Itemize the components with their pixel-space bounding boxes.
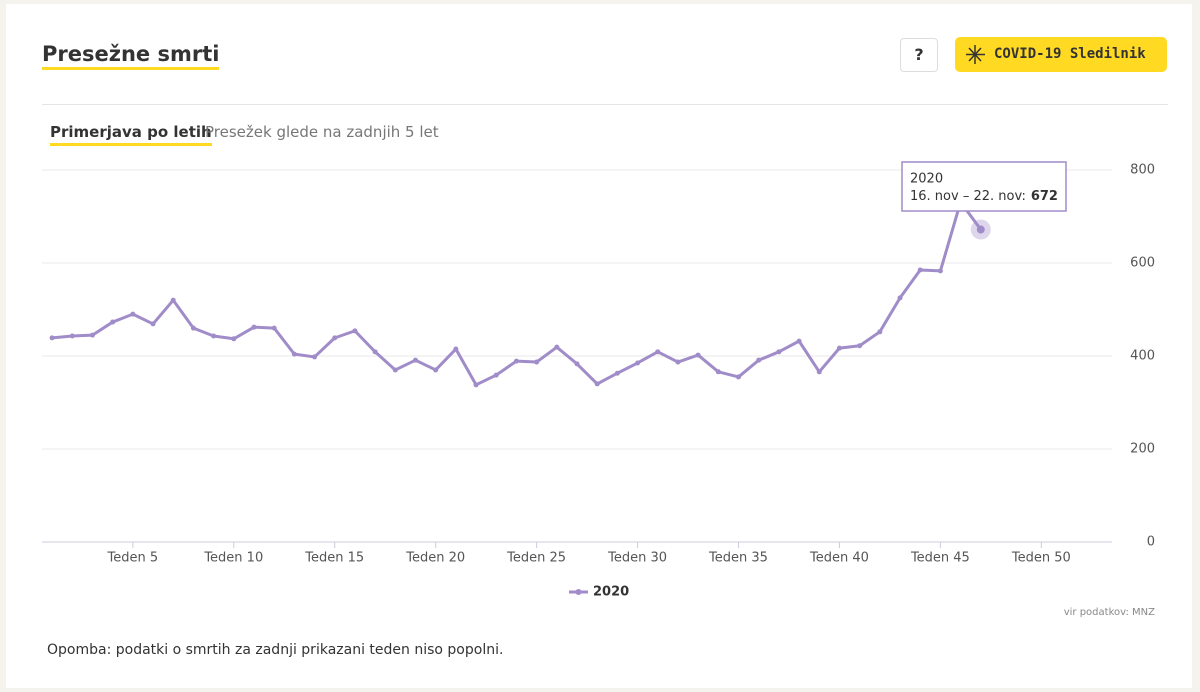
series-point <box>130 311 136 317</box>
series-point <box>897 295 903 301</box>
x-tick-label: Teden 25 <box>506 551 566 566</box>
y-tick-label: 600 <box>1130 256 1155 271</box>
series-point <box>715 369 721 375</box>
series-point <box>89 332 95 338</box>
card: Presežne smrti ? COVID-19 Sledilnik Prim… <box>6 4 1192 688</box>
series-point <box>695 352 701 358</box>
series-point <box>49 335 55 341</box>
x-tick-label: Teden 45 <box>910 551 970 566</box>
tooltip-box <box>901 161 1067 212</box>
series-point <box>190 325 196 331</box>
y-tick-label: 0 <box>1147 535 1155 550</box>
series-point <box>877 329 883 335</box>
tab-active[interactable]: Primerjava po letih <box>50 123 212 146</box>
series-point <box>736 374 742 380</box>
series-point <box>211 333 217 339</box>
series-point <box>594 381 600 387</box>
series-point <box>756 357 762 363</box>
series-point <box>352 328 358 334</box>
series-point <box>231 336 237 342</box>
series-point <box>635 360 641 366</box>
series-point <box>816 369 822 375</box>
y-tick-label: 400 <box>1130 349 1155 364</box>
legend-dot <box>575 589 582 595</box>
y-tick-label: 200 <box>1130 442 1155 457</box>
series-point <box>493 372 499 378</box>
series-point <box>776 349 782 355</box>
tooltip-label: 16. nov – 22. nov: <box>910 189 1026 204</box>
help-button[interactable]: ? <box>900 38 938 72</box>
note: Opomba: podatki o smrtih za zadnji prika… <box>47 642 504 658</box>
series-point <box>453 346 459 352</box>
series-point <box>857 343 863 349</box>
series-point <box>534 359 540 365</box>
brand-label: COVID-19 Sledilnik <box>994 46 1146 62</box>
x-tick-label: Teden 35 <box>708 551 768 566</box>
series-point <box>473 382 479 388</box>
series-point <box>69 333 75 339</box>
hover-point <box>976 225 985 234</box>
series-point <box>392 367 398 373</box>
x-tick-label: Teden 20 <box>405 551 465 566</box>
series-point <box>412 357 418 363</box>
series-point <box>836 345 842 351</box>
series-point <box>170 297 176 303</box>
series-point <box>332 335 338 341</box>
series-point <box>574 361 580 367</box>
series-line <box>51 200 982 387</box>
x-tick-label: Teden 40 <box>809 551 869 566</box>
tab[interactable]: Presežek glede na zadnjih 5 let <box>205 123 439 141</box>
tooltip: 2020 16. nov – 22. nov: 672 <box>901 161 1067 212</box>
series-point <box>796 338 802 344</box>
series-point <box>433 367 439 373</box>
tooltip-text: 16. nov – 22. nov: 672 <box>910 189 1058 204</box>
series-point <box>614 370 620 376</box>
separator <box>42 104 1168 105</box>
title: Presežne smrti <box>42 42 220 70</box>
legend-label: 2020 <box>593 585 629 600</box>
series-point <box>513 358 519 364</box>
series-point <box>150 321 156 327</box>
tooltip-series: 2020 <box>910 172 943 187</box>
x-tick-label: Teden 30 <box>607 551 667 566</box>
series-point <box>937 268 943 274</box>
series-point <box>110 319 116 325</box>
x-tick-label: Teden 50 <box>1011 551 1071 566</box>
series-point <box>312 354 318 360</box>
series-point <box>251 324 257 330</box>
series-point <box>271 325 277 331</box>
series-point <box>372 349 378 355</box>
x-tick-label: Teden 10 <box>203 551 263 566</box>
brand-button[interactable]: COVID-19 Sledilnik <box>955 37 1167 72</box>
series-point <box>291 351 297 357</box>
tooltip-value: 672 <box>1031 189 1058 204</box>
x-tick-label: Teden 15 <box>304 551 364 566</box>
series-point <box>917 267 923 273</box>
y-tick-label: 800 <box>1130 163 1155 178</box>
x-tick-label: Teden 5 <box>107 551 159 566</box>
series-point <box>554 344 560 350</box>
series-point <box>675 359 681 365</box>
source: vir podatkov: MNZ <box>1064 607 1155 618</box>
series-point <box>655 349 661 355</box>
brand-icon <box>966 45 985 64</box>
